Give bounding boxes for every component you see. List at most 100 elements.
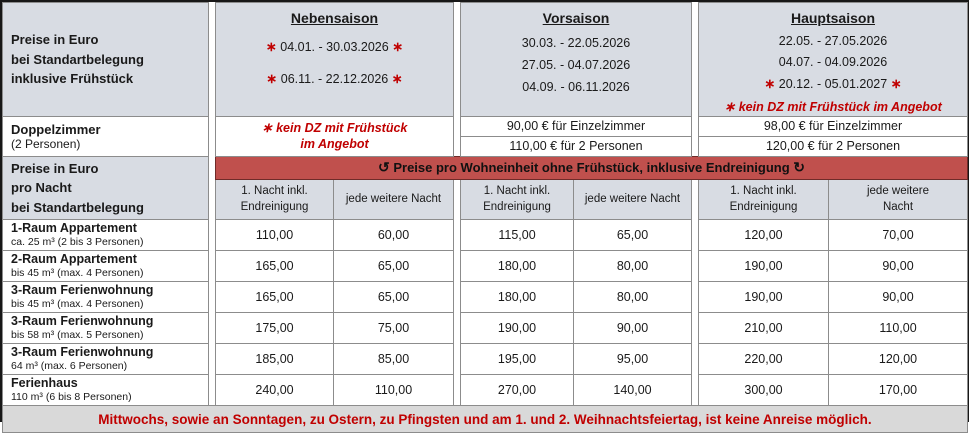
colheader-vor-further-night: jede weitere Nacht: [573, 179, 692, 221]
table-row: 3-Raum Ferienwohnung bis 45 m³ (max. 4 P…: [2, 281, 968, 314]
price-cell: 110,00: [215, 219, 334, 252]
price-cell: 80,00: [573, 250, 692, 283]
room-type-name: 3-Raum Ferienwohnung: [11, 283, 154, 298]
room-type-detail: (2 Personen): [11, 136, 81, 151]
header-label-cell: Preise in Euro bei Standartbelegung inkl…: [2, 2, 209, 117]
header-label-line: bei Standartbelegung: [11, 51, 144, 67]
price-cell: 220,00: [698, 343, 829, 376]
season-date-range: 04.07. - 04.09.2026: [778, 55, 888, 69]
header-label-line: Preise in Euro: [11, 32, 99, 48]
star-icon: ∗: [266, 71, 278, 86]
doppelzimmer-label-cell: Doppelzimmer (2 Personen): [2, 115, 209, 157]
colheader-vor-first-night: 1. Nacht inkl. Endreinigung: [460, 179, 574, 221]
table-row: Ferienhaus 110 m³ (6 bis 8 Personen) 240…: [2, 374, 968, 407]
room-type-cell: 1-Raum Appartement ca. 25 m³ (2 bis 3 Pe…: [2, 219, 209, 252]
season-date-range: ∗ 04.01. - 30.03.2026 ∗: [265, 39, 404, 54]
column-gap: [208, 312, 216, 344]
price-cell: 90,00: [828, 281, 968, 314]
room-type-detail: bis 45 m³ (max. 4 Personen): [11, 267, 144, 280]
season-title: Hauptsaison: [790, 10, 875, 26]
price-cell: 140,00: [573, 374, 692, 407]
room-type-cell: 3-Raum Ferienwohnung 64 m³ (max. 6 Perso…: [2, 343, 209, 376]
column-gap: [453, 179, 461, 220]
doppelzimmer-vorsaison-double: 110,00 € für 2 Personen: [460, 135, 692, 157]
price-cell: 90,00: [828, 250, 968, 283]
colheader-haupt-first-night: 1. Nacht inkl. Endreinigung: [698, 179, 829, 221]
per-night-label-line: pro Nacht: [11, 180, 72, 196]
per-night-label-line: bei Standartbelegung: [11, 199, 144, 215]
column-gap: [691, 250, 699, 282]
price-cell: 180,00: [460, 250, 574, 283]
room-type-detail: bis 45 m³ (max. 4 Personen): [11, 298, 144, 311]
room-type-cell: 3-Raum Ferienwohnung bis 58 m³ (max. 5 P…: [2, 312, 209, 345]
season-date-range: ∗ 20.12. - 05.01.2027 ∗: [764, 76, 902, 91]
per-night-label-line: Preise in Euro: [11, 160, 99, 176]
room-type-cell: Ferienhaus 110 m³ (6 bis 8 Personen): [2, 374, 209, 407]
season-date-range: 22.05. - 27.05.2026: [778, 34, 888, 48]
season-title: Nebensaison: [290, 10, 379, 26]
column-gap: [208, 156, 216, 220]
room-type-cell: 2-Raum Appartement bis 45 m³ (max. 4 Per…: [2, 250, 209, 283]
column-gap: [691, 343, 699, 375]
season-header-nebensaison: Nebensaison ∗ 04.01. - 30.03.2026 ∗ ∗ 06…: [215, 2, 454, 117]
season-header-vorsaison: Vorsaison 30.03. - 22.05.2026 27.05. - 0…: [460, 2, 692, 117]
room-type-name: 3-Raum Ferienwohnung: [11, 345, 154, 360]
room-type-name: 3-Raum Ferienwohnung: [11, 314, 154, 329]
season-header-hauptsaison: Hauptsaison 22.05. - 27.05.2026 04.07. -…: [698, 2, 968, 117]
price-cell: 65,00: [333, 281, 454, 314]
column-gap: [208, 2, 216, 117]
star-icon: ∗: [392, 39, 404, 54]
price-cell: 270,00: [460, 374, 574, 407]
price-cell: 190,00: [698, 250, 829, 283]
column-gap: [691, 116, 699, 157]
header-label-line: inklusive Frühstück: [11, 71, 134, 87]
price-cell: 85,00: [333, 343, 454, 376]
column-gap: [453, 2, 461, 117]
doppelzimmer-nebensaison-note: ∗ kein DZ mit Frühstück im Angebot: [215, 115, 454, 157]
room-type-name: Doppelzimmer: [11, 121, 101, 137]
price-cell: 75,00: [333, 312, 454, 345]
per-night-banner: ↺ Preise pro Wohneinheit ohne Frühstück,…: [215, 155, 968, 181]
price-cell: 210,00: [698, 312, 829, 345]
price-cell: 115,00: [460, 219, 574, 252]
season-title: Vorsaison: [542, 10, 610, 26]
table-row: 3-Raum Ferienwohnung 64 m³ (max. 6 Perso…: [2, 343, 968, 376]
room-type-cell: 3-Raum Ferienwohnung bis 45 m³ (max. 4 P…: [2, 281, 209, 314]
star-icon: ∗: [724, 99, 736, 114]
column-gap: [208, 219, 216, 251]
room-type-name: Ferienhaus: [11, 376, 78, 391]
table-row: 1-Raum Appartement ca. 25 m³ (2 bis 3 Pe…: [2, 219, 968, 252]
room-type-detail: ca. 25 m³ (2 bis 3 Personen): [11, 236, 144, 249]
column-gap: [453, 250, 461, 282]
price-cell: 190,00: [698, 281, 829, 314]
rotate-arrow-icon: ↺: [377, 159, 390, 176]
column-gap: [691, 374, 699, 406]
table-row: 3-Raum Ferienwohnung bis 58 m³ (max. 5 P…: [2, 312, 968, 345]
room-type-detail: 64 m³ (max. 6 Personen): [11, 360, 128, 373]
room-type-name: 2-Raum Appartement: [11, 252, 137, 267]
room-type-detail: 110 m³ (6 bis 8 Personen): [11, 391, 132, 404]
price-cell: 300,00: [698, 374, 829, 407]
price-cell: 80,00: [573, 281, 692, 314]
season-date-range: 04.09. - 06.11.2026: [522, 80, 630, 94]
column-gap: [691, 312, 699, 344]
star-icon: ∗: [890, 76, 902, 91]
star-icon: ∗: [391, 71, 403, 86]
doppelzimmer-hauptsaison-single: 98,00 € für Einzelzimmer: [698, 115, 968, 137]
column-gap: [453, 343, 461, 375]
price-cell: 240,00: [215, 374, 334, 407]
price-cell: 175,00: [215, 312, 334, 345]
price-cell: 180,00: [460, 281, 574, 314]
table-row: 2-Raum Appartement bis 45 m³ (max. 4 Per…: [2, 250, 968, 283]
column-gap: [208, 250, 216, 282]
column-gap: [691, 219, 699, 251]
price-cell: 170,00: [828, 374, 968, 407]
no-arrival-notice: Mittwochs, sowie an Sonntagen, zu Ostern…: [2, 405, 968, 433]
column-gap: [453, 219, 461, 251]
column-gap: [453, 281, 461, 313]
per-night-label-cell: Preise in Euro pro Nacht bei Standartbel…: [2, 155, 209, 221]
column-gap: [691, 281, 699, 313]
season-date-range: 27.05. - 04.07.2026: [521, 58, 631, 72]
